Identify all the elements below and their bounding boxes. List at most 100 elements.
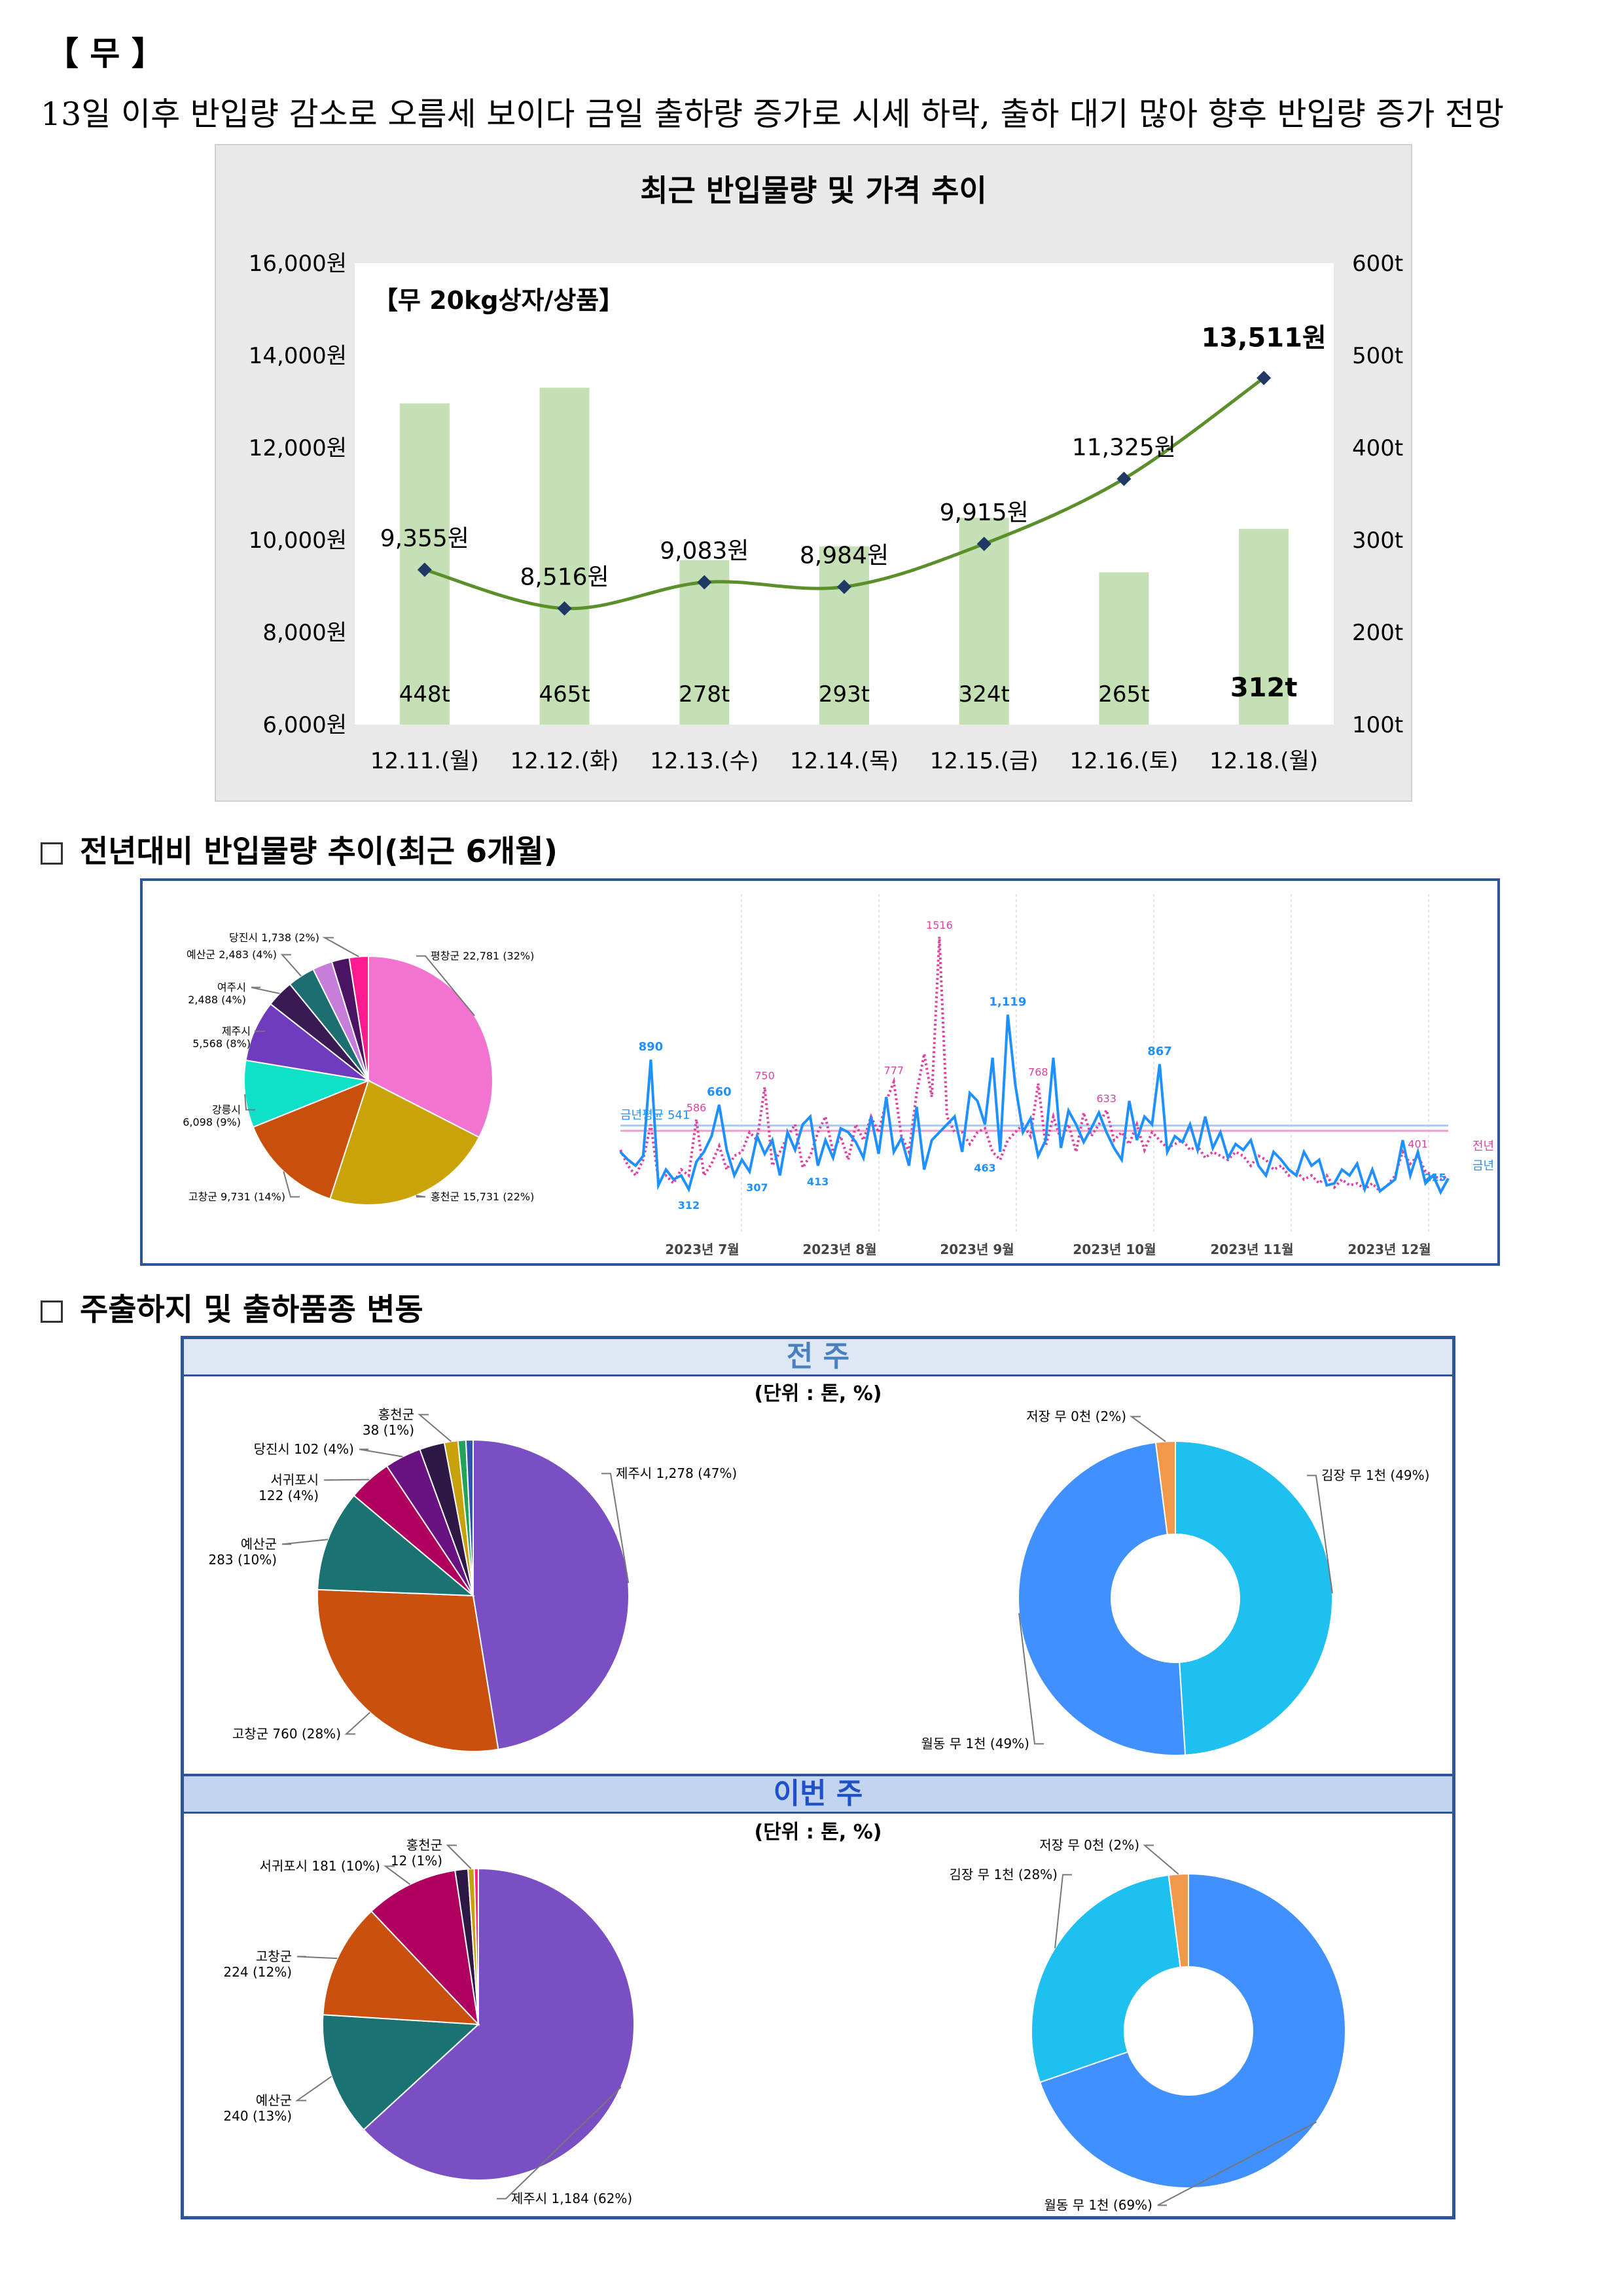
prev-week-unit: (단위 : 톤, %): [754, 1382, 882, 1405]
yoy-pie-label: 고창군 9,731 (14%): [188, 1191, 285, 1203]
price-marker: [417, 562, 432, 577]
yoy-pie-label-leader: [283, 1171, 300, 1198]
this-year-annotation: 660: [707, 1085, 732, 1099]
volume-bar-label: 448t: [399, 681, 450, 708]
yoy-pie-slice: [252, 1079, 370, 1200]
chart-title: 최근 반입물량 및 가격 추이: [640, 173, 987, 208]
volume-bar: [819, 546, 869, 725]
yoy-pie-label-leader: [280, 954, 302, 977]
checkbox-icon: [41, 842, 63, 865]
y-left-tick-label: 16,000원: [249, 251, 347, 277]
this-variety-donut-slice: [1168, 1873, 1189, 1968]
prev-variety-label: 김장 무 1천 (49%): [1321, 1467, 1429, 1483]
prev-variety-label-leader: [1018, 1613, 1044, 1745]
prev-variety-label: 저장 무 0천 (2%): [1026, 1408, 1126, 1424]
this-year-line: [619, 1014, 1450, 1195]
prev-origin-label: 홍천군 38 (1%): [363, 1407, 414, 1438]
volume-bar-label: 312t: [1230, 673, 1298, 703]
price-marker: [837, 579, 851, 594]
prev-year-annotation: 586: [687, 1102, 707, 1114]
this-origin-label-leader: [497, 2087, 622, 2200]
prev-year-annotation: 777: [884, 1064, 904, 1077]
this-variety-donut-slice: [1039, 1873, 1346, 2189]
volume-bar: [959, 518, 1009, 725]
y-left-tick-label: 8,000원: [262, 620, 347, 646]
yoy-pie-label: 홍천군 15,731 (22%): [431, 1191, 534, 1203]
price-label: 9,915원: [940, 499, 1029, 526]
prev-variety-label: 월동 무 1천 (49%): [921, 1736, 1029, 1751]
price-marker: [557, 601, 572, 616]
yoy-pie-label-leader: [416, 955, 475, 1016]
price-label: 9,083원: [660, 538, 749, 565]
yoy-pie-label: 예산군 2,483 (4%): [187, 948, 277, 961]
yoy-x-tick-label: 2023년 10월: [1073, 1242, 1156, 1257]
prev-origin-label: 제주시 1,278 (47%): [616, 1465, 737, 1481]
x-tick-label: 12.13.(수): [650, 748, 758, 774]
prev-origin-pie-slice: [317, 1494, 475, 1597]
this-variety-donut-slice: [1031, 1874, 1181, 2083]
prev-variety-label-leader: [1129, 1416, 1166, 1443]
prev-variety-donut-slice: [1154, 1440, 1176, 1535]
prev-origin-label-leader: [359, 1448, 403, 1458]
this-origin-label-leader: [294, 2075, 332, 2102]
y-left-tick-label: 12,000원: [249, 435, 347, 461]
legend-this-year: 금년: [1472, 1159, 1494, 1173]
yoy-pie-label-leader: [244, 1094, 255, 1111]
this-origin-label: 서귀포시 181 (10%): [259, 1858, 380, 1874]
volume-bar: [1099, 572, 1149, 725]
x-tick-label: 12.14.(목): [790, 748, 899, 774]
prev-origin-label-leader: [418, 1414, 452, 1443]
this-origin-label-leader: [296, 1956, 338, 1960]
price-marker: [1116, 471, 1132, 486]
x-tick-label: 12.12.(화): [510, 748, 619, 774]
price-volume-chart-panel: 최근 반입물량 및 가격 추이 【무 20kg상자/상품】 6,000원 8,000원…: [215, 144, 1412, 802]
yoy-x-tick-label: 2023년 11월: [1210, 1242, 1293, 1257]
this-year-annotation: 307: [746, 1181, 768, 1194]
this-variety-label-leader: [1157, 2121, 1317, 2206]
volume-bar: [539, 387, 590, 725]
this-origin-label: 제주시 1,184 (62%): [511, 2191, 632, 2206]
section-yoy-title: 전년대비 반입물량 추이(최근 6개월): [41, 826, 558, 871]
this-week-band: 이번 주: [184, 1774, 1452, 1814]
section-origin-title: 주출하지 및 출하품종 변동: [41, 1284, 423, 1329]
price-label: 8,984원: [800, 543, 889, 569]
price-label: 11,325원: [1072, 435, 1176, 461]
price-label: 13,511원: [1202, 323, 1327, 353]
this-year-annotation: 463: [974, 1162, 995, 1174]
price-marker: [1257, 370, 1272, 386]
price-marker: [976, 536, 991, 551]
x-tick-label: 12.15.(금): [930, 748, 1039, 774]
chart-inner-label: 【무 20kg상자/상품】: [373, 286, 624, 315]
this-year-annotation: 867: [1147, 1045, 1172, 1058]
this-variety-label-leader: [1054, 1874, 1072, 1948]
legend-prev-year: 전년: [1472, 1139, 1494, 1153]
this-variety-label: 저장 무 0천 (2%): [1039, 1837, 1139, 1853]
origin-variety-panel: 전 주 이번 주 (단위 : 톤, %) (단위 : 톤, %) 제주시 1,2…: [181, 1336, 1455, 2219]
prev-year-annotation: 1516: [926, 919, 953, 931]
prev-origin-pie-slice: [473, 1439, 630, 1751]
this-variety-label: 김장 무 1천 (28%): [950, 1867, 1058, 1882]
this-origin-label: 홍천군 12 (1%): [391, 1837, 442, 1869]
prev-year-annotation: 633: [1096, 1092, 1116, 1105]
yoy-pie-label: 여주시 2,488 (4%): [188, 981, 246, 1006]
y-right-tick-label: 300t: [1352, 528, 1403, 554]
this-variety-label-leader: [1143, 1844, 1179, 1875]
yoy-x-tick-label: 2023년 12월: [1347, 1242, 1431, 1257]
prev-year-annotation: 750: [755, 1069, 775, 1082]
origin-variety-charts: 제주시 1,278 (47%) 고창군 760 (28%) 예산군 283 (10%)…: [208, 1407, 1429, 2213]
yoy-pie-label: 당진시 1,738 (2%): [229, 931, 319, 944]
prev-variety-label-leader: [1307, 1475, 1333, 1594]
prev-year-annotation: 401: [1408, 1138, 1428, 1151]
this-origin-label: 예산군 240 (13%): [223, 2092, 292, 2124]
this-origin-label-leader: [383, 1865, 411, 1885]
yoy-pie-label: 평창군 22,781 (32%): [431, 950, 534, 962]
prev-origin-label-leader: [281, 1539, 329, 1545]
this-origin-pie-slice: [473, 1867, 479, 2025]
yoy-pie-label: 제주시 5,568 (8%): [192, 1025, 251, 1050]
x-tick-label: 12.11.(월): [370, 748, 479, 774]
prev-origin-pie-slice: [465, 1439, 474, 1596]
price-volume-chart: 최근 반입물량 및 가격 추이 【무 20kg상자/상품】 6,000원 8,000원…: [249, 173, 1403, 774]
prev-year-line: [619, 937, 1449, 1193]
price-label: 9,355원: [380, 525, 469, 552]
yoy-pie-label: 강릉시 6,098 (9%): [183, 1103, 241, 1128]
